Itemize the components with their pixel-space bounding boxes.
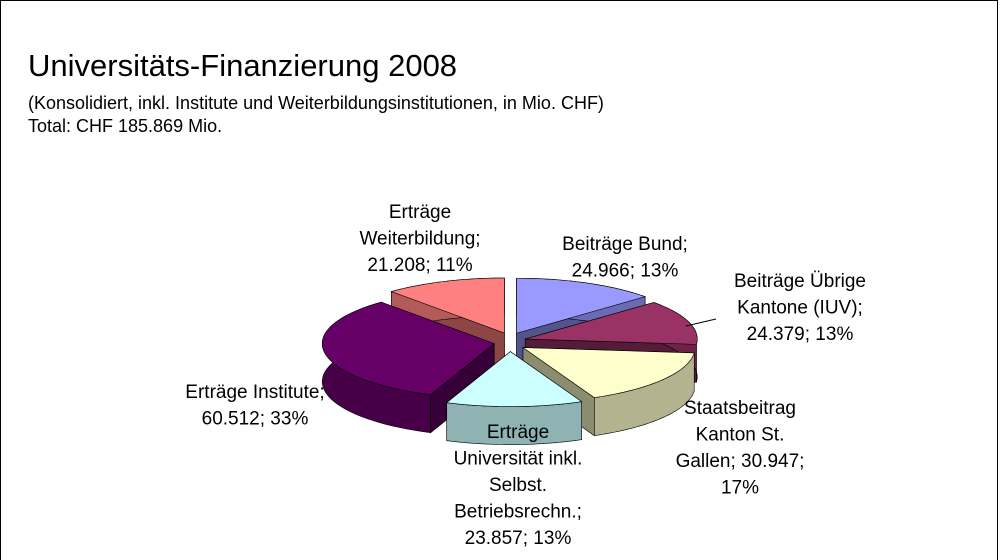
data-label: Kantone (IUV);	[737, 298, 863, 319]
data-label: Beiträge Bund;	[562, 234, 688, 255]
data-label: Staatsbeitrag	[684, 398, 796, 419]
data-label: Universität inkl.	[454, 449, 583, 470]
slice-top	[516, 277, 647, 334]
slice-top	[525, 302, 698, 345]
data-label: Weiterbildung;	[359, 229, 480, 250]
chart-title: Universitäts-Finanzierung 2008	[28, 48, 457, 83]
data-label: 21.208; 11%	[367, 255, 472, 276]
data-label: Kanton St.	[696, 425, 785, 446]
data-label: Erträge	[487, 422, 549, 443]
slice-top	[321, 301, 495, 396]
total-label: Total: CHF 185.869 Mio.	[28, 116, 222, 136]
data-label: 23.857; 13%	[465, 528, 572, 549]
pie	[321, 277, 698, 445]
slice-top	[390, 277, 505, 334]
data-label: Selbst.	[489, 475, 547, 496]
data-label: Erträge Institute;	[185, 382, 324, 403]
data-label: 60.512; 33%	[202, 409, 309, 430]
pie-slice	[445, 350, 583, 445]
labels: Beiträge Bund; 24.966; 13% Beiträge Übrige…	[185, 202, 866, 549]
data-label: Gallen; 30.947;	[676, 451, 805, 472]
slice-top	[522, 347, 695, 398]
slice-top	[445, 351, 583, 407]
data-label: Erträge	[389, 202, 451, 223]
leader-line	[685, 318, 717, 327]
data-label: Betriebsrechn.;	[454, 502, 582, 523]
data-label: 24.379; 13%	[747, 324, 854, 345]
data-label: Beiträge Übrige	[734, 271, 866, 292]
pie-slice	[522, 347, 695, 437]
data-label: 17%	[721, 478, 759, 499]
data-label: 24.966; 13%	[572, 261, 679, 282]
chart-subtitle: (Konsolidiert, inkl. Institute und Weite…	[28, 93, 604, 113]
